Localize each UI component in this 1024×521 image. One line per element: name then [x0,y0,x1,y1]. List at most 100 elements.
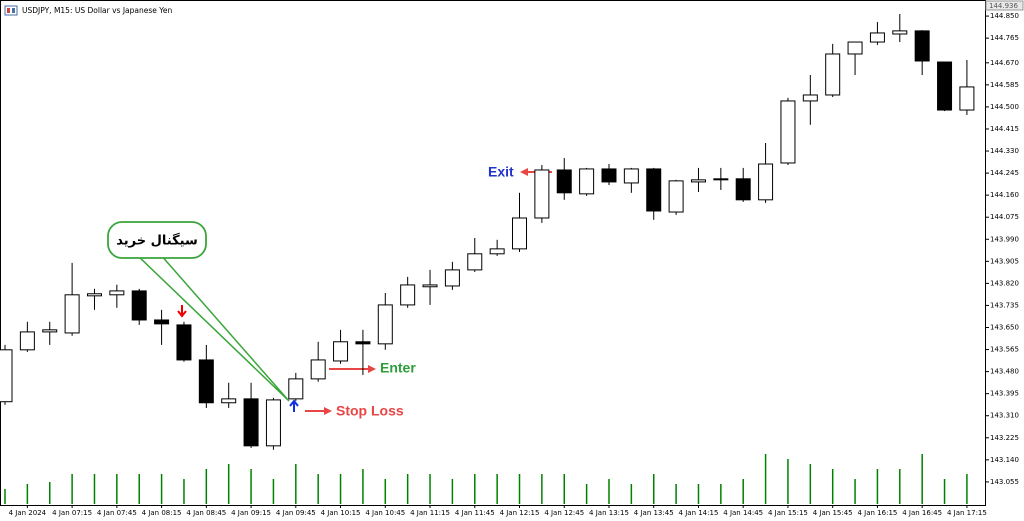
candle-body [467,253,483,271]
candle-body [601,168,617,183]
candle-body [221,398,237,404]
symbol-icon [4,5,18,16]
price-label: 144.936 [989,2,1018,10]
x-tick-label: 4 Jan 09:15 [231,509,271,517]
candle-body [623,168,639,184]
candle-body [512,217,528,250]
y-tick-label: 144.245 [990,169,1019,177]
candle-body [355,341,371,345]
candle-body [914,30,930,62]
plot-frame [0,0,986,506]
enter-label: Enter [380,360,416,376]
x-tick-label: 4 Jan 08:15 [142,509,182,517]
y-tick-label: 143.905 [990,257,1019,265]
candle-body [265,399,281,447]
candle-body [444,269,460,287]
y-tick-label: 143.735 [990,301,1019,309]
chart-title: USDJPY, M15: US Dollar vs Japanese Yen [22,6,172,15]
y-tick-label: 143.055 [990,478,1019,486]
candle-body [131,290,147,321]
candle-body [534,169,550,219]
x-tick-label: 4 Jan 10:15 [321,509,361,517]
y-tick-label: 143.820 [990,279,1019,287]
candle-body [869,32,885,43]
signal-callout [107,221,290,402]
candle-body [400,284,416,306]
buy-arrow [289,399,299,412]
candle-body [556,169,572,194]
x-tick-label: 4 Jan 07:45 [97,509,137,517]
y-tick-label: 144.670 [990,59,1019,67]
y-tick-label: 143.990 [990,235,1019,243]
candle-body [64,294,80,334]
candle-body [825,53,841,96]
y-tick-label: 144.330 [990,147,1019,155]
candle-body [892,30,908,35]
x-tick-label: 4 Jan 12:45 [544,509,584,517]
candle-body [713,178,729,181]
candle-body [288,378,304,400]
candle-body [690,179,706,183]
candle-body [802,94,818,102]
y-tick-label: 143.225 [990,434,1019,442]
candle-body [668,180,684,213]
candle-body [780,100,796,164]
y-tick-label: 143.310 [990,412,1019,420]
sell-arrow [177,305,187,318]
x-tick-label: 4 Jan 12:15 [500,509,540,517]
candle-body [735,178,751,201]
candle-body [959,86,975,111]
price-box [985,0,1024,11]
candle-body [109,290,125,296]
x-tick-label: 4 Jan 11:45 [455,509,495,517]
y-tick-label: 144.075 [990,213,1019,221]
x-tick-label: 4 Jan 15:15 [768,509,808,517]
signal-label: سیگنال خرید [116,233,198,249]
y-tick-label: 143.565 [990,346,1019,354]
candle-body [154,319,170,325]
candle-body [377,304,393,345]
y-tick-label: 144.500 [990,103,1019,111]
candle-body [758,163,774,201]
candle-body [422,284,438,288]
x-tick-label: 4 Jan 08:45 [186,509,226,517]
y-tick-label: 143.480 [990,368,1019,376]
candle-body [0,349,13,403]
candle-body [19,331,35,351]
candle-body [42,329,58,333]
exit-label: Exit [488,164,514,180]
x-tick-label: 4 Jan 14:15 [679,509,719,517]
candle-body [310,359,326,380]
candle-body [243,398,259,447]
y-tick-label: 143.650 [990,323,1019,331]
candle-body [937,61,953,111]
x-tick-label: 4 Jan 14:45 [723,509,763,517]
x-tick-label: 4 Jan 15:45 [813,509,853,517]
candle-body [579,168,595,195]
y-tick-label: 144.765 [990,34,1019,42]
y-tick-label: 144.585 [990,81,1019,89]
candle-body [333,341,349,362]
candle-body [198,359,214,404]
y-tick-label: 143.395 [990,390,1019,398]
x-tick-label: 4 Jan 11:15 [410,509,450,517]
candle-body [847,41,863,55]
x-tick-label: 4 Jan 17:15 [947,509,987,517]
candle-body [489,248,505,255]
y-tick-label: 144.160 [990,191,1019,199]
x-tick-label: 4 Jan 10:45 [365,509,405,517]
x-tick-label: 4 Jan 2024 [9,509,47,517]
candle-body [86,293,102,297]
stop-loss-label: Stop Loss [336,403,404,419]
y-tick-label: 144.415 [990,125,1019,133]
candle-body [176,324,192,361]
candle-body [646,168,662,212]
x-tick-label: 4 Jan 09:45 [276,509,316,517]
x-tick-label: 4 Jan 13:45 [634,509,674,517]
y-tick-label: 144.850 [990,12,1019,20]
x-tick-label: 4 Jan 07:15 [52,509,92,517]
x-tick-label: 4 Jan 16:15 [857,509,897,517]
y-tick-label: 143.140 [990,456,1019,464]
